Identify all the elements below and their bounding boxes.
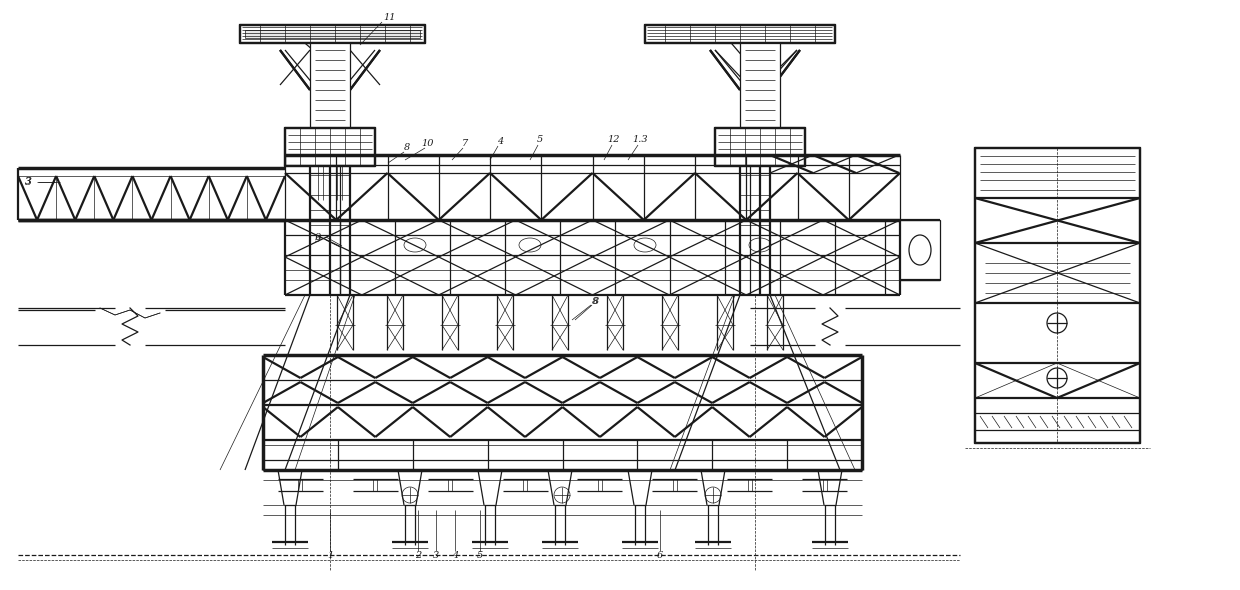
- Text: 7: 7: [461, 139, 469, 148]
- Text: 1: 1: [327, 552, 334, 560]
- Text: 6: 6: [657, 552, 663, 560]
- Text: 5: 5: [537, 136, 543, 145]
- Text: 3: 3: [433, 552, 439, 560]
- Bar: [310, 43, 350, 131]
- Bar: [975, 148, 1140, 443]
- Bar: [715, 128, 805, 166]
- Text: 10: 10: [422, 139, 434, 148]
- Bar: [740, 43, 780, 131]
- Text: 5: 5: [477, 552, 484, 560]
- Text: 8: 8: [591, 297, 598, 306]
- Text: 8: 8: [404, 143, 410, 152]
- Text: 2: 2: [415, 552, 422, 560]
- Text: 11: 11: [383, 14, 397, 22]
- Text: 4: 4: [451, 552, 458, 560]
- Text: 9: 9: [315, 235, 321, 244]
- Bar: [645, 25, 835, 43]
- Text: 1.3: 1.3: [632, 136, 647, 145]
- Bar: [246, 30, 420, 38]
- Text: 3: 3: [25, 178, 31, 186]
- Text: 8: 8: [593, 297, 599, 306]
- Text: 3: 3: [25, 177, 31, 187]
- Bar: [285, 128, 374, 166]
- Text: 12: 12: [608, 136, 620, 145]
- Bar: [241, 25, 425, 43]
- Text: 9: 9: [315, 232, 321, 241]
- Bar: [900, 220, 940, 280]
- Text: 4: 4: [497, 136, 503, 146]
